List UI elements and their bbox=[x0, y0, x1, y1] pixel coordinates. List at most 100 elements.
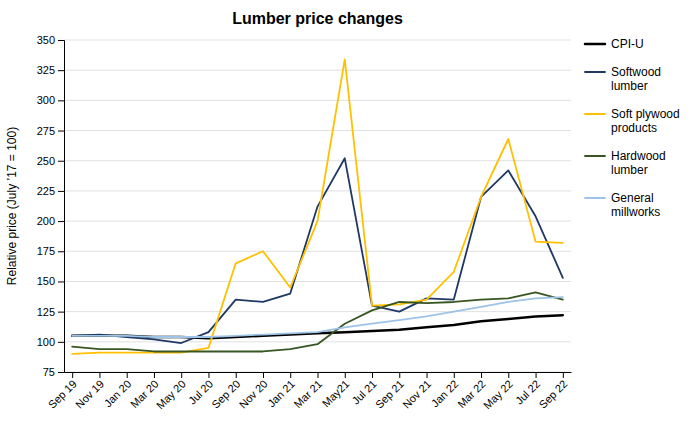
x-tick-label: Sep 19 bbox=[46, 378, 79, 411]
x-tick-label: May 22 bbox=[481, 378, 515, 412]
y-tick-mark bbox=[58, 161, 64, 162]
y-tick-mark bbox=[58, 131, 64, 132]
x-tick-mark bbox=[345, 372, 346, 378]
x-tick-mark bbox=[290, 372, 291, 378]
y-tick: 225 bbox=[37, 185, 64, 197]
y-tick-label: 350 bbox=[37, 34, 55, 46]
x-tick: May 22 bbox=[481, 372, 515, 412]
y-tick-label: 200 bbox=[37, 215, 55, 227]
y-tick: 100 bbox=[37, 336, 64, 348]
x-tick-label: May21 bbox=[320, 378, 352, 410]
x-tick-mark bbox=[154, 372, 155, 378]
legend-label: CPI-U bbox=[611, 37, 644, 51]
y-tick-mark bbox=[58, 372, 64, 373]
y-tick-mark bbox=[58, 40, 64, 41]
y-tick-mark bbox=[58, 221, 64, 222]
y-tick-mark bbox=[58, 312, 64, 313]
legend-item: Softwoodlumber bbox=[585, 65, 661, 93]
x-tick-label: Nov 21 bbox=[400, 378, 433, 411]
y-tick: 200 bbox=[37, 215, 64, 227]
legend-swatch bbox=[585, 155, 605, 157]
x-tick-label: Sep 22 bbox=[536, 378, 569, 411]
x-tick-label: Jan 20 bbox=[102, 378, 134, 410]
x-tick: Mar 21 bbox=[292, 372, 325, 410]
y-tick: 250 bbox=[37, 155, 64, 167]
x-tick: Sep 19 bbox=[46, 372, 79, 411]
x-tick-mark bbox=[536, 372, 537, 378]
y-tick: 350 bbox=[37, 34, 64, 46]
y-tick-label: 225 bbox=[37, 185, 55, 197]
x-tick: May 20 bbox=[154, 372, 188, 412]
x-tick-mark bbox=[127, 372, 128, 378]
legend: CPI-USoftwoodlumberSoft plywoodproductsH… bbox=[585, 37, 680, 219]
x-tick-mark bbox=[399, 372, 400, 378]
x-tick-mark bbox=[454, 372, 455, 378]
chart: 75 100 125 150 175 200 225 250 275 300 325 350 Sep 1… bbox=[0, 0, 696, 434]
legend-swatch bbox=[585, 71, 605, 73]
x-axis: Sep 19Nov 19Jan 20Mar 20May 20Jul 20Sep … bbox=[46, 372, 572, 412]
legend-swatch bbox=[585, 197, 605, 199]
y-tick-mark bbox=[58, 281, 64, 282]
y-tick-label: 275 bbox=[37, 125, 55, 137]
y-tick-label: 250 bbox=[37, 155, 55, 167]
y-tick: 75 bbox=[43, 366, 64, 378]
lines bbox=[72, 59, 563, 354]
series-line bbox=[72, 59, 563, 354]
y-tick: 175 bbox=[37, 245, 64, 257]
y-tick-label: 325 bbox=[37, 64, 55, 76]
x-tick-mark bbox=[427, 372, 428, 378]
y-tick-label: 300 bbox=[37, 94, 55, 106]
legend-item: Hardwoodlumber bbox=[585, 149, 666, 177]
x-tick-mark bbox=[99, 372, 100, 378]
x-tick-label: Mar 21 bbox=[292, 378, 325, 411]
legend-label: Softwoodlumber bbox=[611, 65, 661, 93]
grid-line bbox=[64, 130, 571, 131]
legend-item: CPI-U bbox=[585, 37, 644, 51]
x-tick-mark bbox=[508, 372, 509, 378]
grid-line bbox=[64, 190, 571, 191]
x-tick-label: Sep 21 bbox=[373, 378, 406, 411]
y-tick: 325 bbox=[37, 64, 64, 76]
grid-line bbox=[64, 311, 571, 312]
x-tick: May21 bbox=[320, 372, 352, 409]
grid-line bbox=[64, 40, 571, 41]
y-tick-label: 150 bbox=[37, 275, 55, 287]
x-tick-label: Sep 20 bbox=[209, 378, 242, 411]
x-tick-mark bbox=[181, 372, 182, 378]
x-tick-label: Nov 19 bbox=[73, 378, 106, 411]
y-tick: 300 bbox=[37, 94, 64, 106]
x-tick: Nov 21 bbox=[400, 372, 433, 411]
x-tick-mark bbox=[208, 372, 209, 378]
x-tick-mark bbox=[72, 372, 73, 378]
grid-line bbox=[64, 100, 571, 101]
series-line bbox=[72, 158, 563, 343]
y-axis-line bbox=[58, 41, 65, 373]
x-tick-label: Nov 20 bbox=[237, 378, 270, 411]
y-tick: 275 bbox=[37, 125, 64, 137]
grid-line bbox=[64, 251, 571, 252]
y-axis: 75 100 125 150 175 200 225 250 275 300 325 350 bbox=[37, 34, 65, 378]
x-tick: Nov 20 bbox=[237, 372, 270, 411]
y-tick: 150 bbox=[37, 275, 64, 287]
x-tick: Sep 21 bbox=[373, 372, 406, 411]
legend-swatch bbox=[585, 113, 605, 115]
legend-swatch bbox=[585, 43, 605, 46]
legend-label: Generalmillworks bbox=[611, 191, 660, 219]
x-tick-mark bbox=[236, 372, 237, 378]
grid-line bbox=[64, 341, 571, 342]
y-axis-title: Relative price (July ’17 = 100) bbox=[5, 127, 19, 285]
y-tick-mark bbox=[58, 191, 64, 192]
title: Lumber price changes bbox=[232, 10, 403, 27]
legend-item: Generalmillworks bbox=[585, 191, 660, 219]
y-tick-mark bbox=[58, 342, 64, 343]
y-tick-mark bbox=[58, 100, 64, 101]
x-tick-label: Jan 21 bbox=[265, 378, 297, 410]
y-tick-mark bbox=[58, 251, 64, 252]
x-tick: Sep 22 bbox=[536, 372, 569, 411]
x-tick-mark bbox=[263, 372, 264, 378]
y-tick-label: 100 bbox=[37, 336, 55, 348]
y-tick: 125 bbox=[37, 306, 64, 318]
x-tick-label: May 20 bbox=[154, 378, 188, 412]
x-tick-mark bbox=[481, 372, 482, 378]
x-tick-label: Jan 22 bbox=[429, 378, 461, 410]
